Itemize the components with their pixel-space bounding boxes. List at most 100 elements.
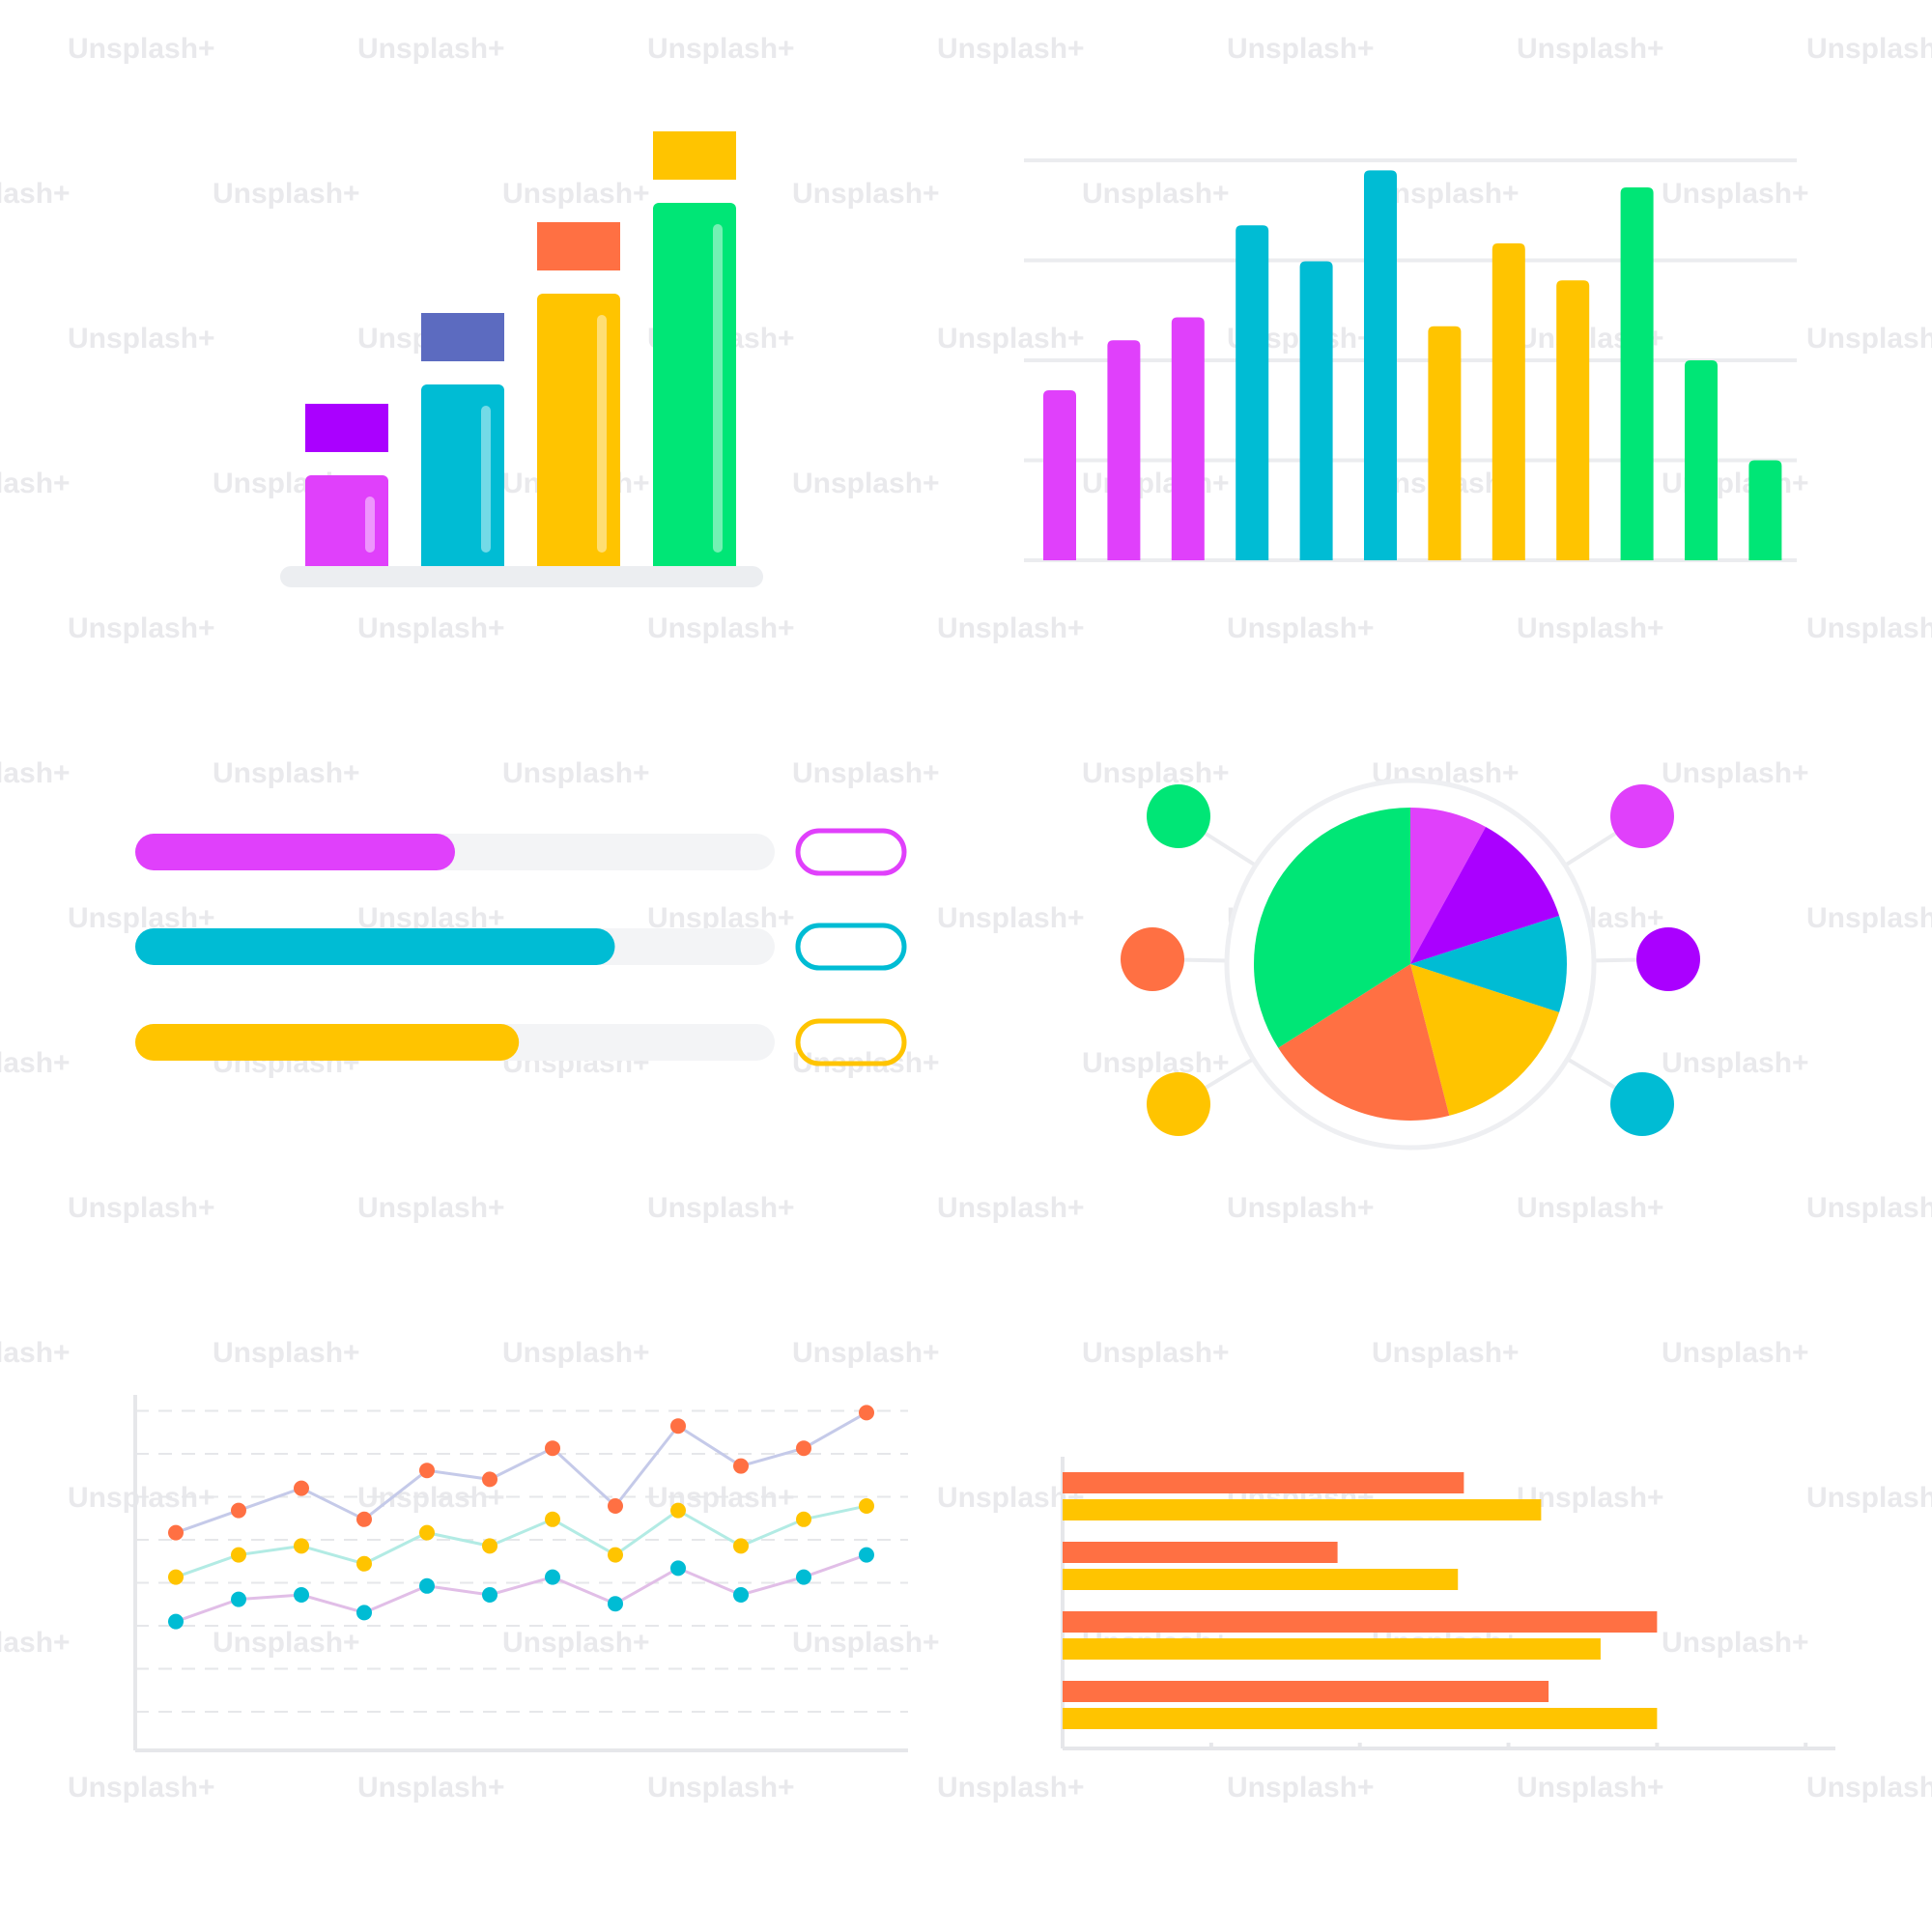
- watermark-text: Unsplash+: [357, 1482, 505, 1514]
- progress-badge: [795, 1018, 907, 1066]
- watermark-layer: Unsplash+ Unsplash+ Unsplash+ Unsplash+ Unsp…: [0, 33, 1932, 1804]
- data-point: [859, 1405, 874, 1421]
- data-point: [608, 1547, 623, 1563]
- watermark-text: Unsplash+: [213, 1627, 360, 1659]
- data-point: [545, 1440, 560, 1457]
- watermark-text: Unsplash+: [213, 757, 360, 789]
- data-point: [482, 1538, 497, 1554]
- data-point: [733, 1587, 749, 1603]
- watermark-text: Unsplash+: [792, 1337, 940, 1369]
- bar-body: [305, 485, 388, 566]
- watermark-text: Unsplash+: [792, 757, 940, 789]
- data-point: [733, 1458, 749, 1474]
- watermark-text: Unsplash+: [1662, 757, 1809, 789]
- watermark-text: Unsplash+: [1662, 1627, 1809, 1659]
- bar-highlight: [713, 224, 723, 553]
- watermark-text: Unsplash+: [0, 468, 71, 499]
- bar-highlight: [365, 497, 375, 553]
- watermark-text: Unsplash+: [357, 33, 505, 65]
- hbar: [1063, 1611, 1658, 1633]
- watermark-text: Unsplash+: [68, 1192, 215, 1224]
- pie-slice: [1278, 964, 1450, 1122]
- watermark-text: Unsplash+: [502, 1337, 650, 1369]
- data-point: [733, 1538, 749, 1554]
- pie-node: [1121, 927, 1184, 991]
- data-point: [294, 1587, 309, 1603]
- watermark-text: Unsplash+: [1806, 1192, 1932, 1224]
- column-bar: [1685, 360, 1718, 560]
- series-line: [175, 1553, 867, 1624]
- column-bar: [1556, 280, 1590, 560]
- pie-node: [1147, 784, 1210, 848]
- hbar: [1063, 1638, 1601, 1660]
- watermark-text: Unsplash+: [1806, 1772, 1932, 1804]
- column-bar: [1748, 460, 1782, 560]
- data-point: [356, 1605, 372, 1621]
- bar-highlight: [481, 406, 491, 553]
- data-point: [231, 1502, 246, 1519]
- watermark-text: Unsplash+: [0, 757, 71, 789]
- data-point: [796, 1569, 811, 1585]
- data-point: [670, 1502, 686, 1519]
- data-point: [419, 1577, 435, 1594]
- watermark-text: Unsplash+: [1806, 323, 1932, 355]
- watermark-text: Unsplash+: [1517, 1482, 1664, 1514]
- data-point: [482, 1471, 497, 1488]
- stepped-bar-chart: [280, 131, 763, 587]
- watermark-text: Unsplash+: [937, 323, 1085, 355]
- progress-badge: [795, 923, 907, 971]
- hbar: [1063, 1542, 1338, 1563]
- watermark-text: Unsplash+: [68, 1772, 215, 1804]
- data-point: [545, 1569, 560, 1585]
- watermark-text: Unsplash+: [357, 612, 505, 644]
- data-point: [294, 1538, 309, 1554]
- watermark-text: Unsplash+: [1082, 1047, 1230, 1079]
- watermark-text: Unsplash+: [0, 1627, 71, 1659]
- data-point: [670, 1418, 686, 1435]
- data-point: [168, 1613, 184, 1630]
- data-point: [294, 1480, 309, 1496]
- series-line: [175, 1504, 867, 1579]
- pie-slice: [1410, 827, 1560, 964]
- column-bar-chart: [1024, 158, 1797, 562]
- progress-fill: [135, 1024, 520, 1061]
- bar-cap: [653, 131, 736, 180]
- hbar: [1063, 1569, 1459, 1590]
- watermark-text: Unsplash+: [1227, 1772, 1375, 1804]
- watermark-text: Unsplash+: [937, 612, 1085, 644]
- watermark-text: Unsplash+: [1806, 612, 1932, 644]
- progress-fill: [135, 928, 615, 965]
- hbar: [1063, 1681, 1549, 1702]
- watermark-text: Unsplash+: [1517, 33, 1664, 65]
- watermark-text: Unsplash+: [1662, 468, 1809, 499]
- watermark-text: Unsplash+: [937, 1772, 1085, 1804]
- watermark-text: Unsplash+: [357, 1192, 505, 1224]
- hbar: [1063, 1708, 1658, 1729]
- watermark-text: Unsplash+: [1806, 33, 1932, 65]
- data-point: [168, 1524, 184, 1541]
- watermark-text: Unsplash+: [1662, 1047, 1809, 1079]
- bar-cap: [537, 222, 620, 270]
- pie-node: [1610, 1072, 1674, 1136]
- data-point: [859, 1547, 874, 1563]
- watermark-text: Unsplash+: [937, 1482, 1085, 1514]
- pie-node: [1147, 1072, 1210, 1136]
- watermark-text: Unsplash+: [213, 1337, 360, 1369]
- data-point: [545, 1511, 560, 1527]
- watermark-text: Unsplash+: [792, 178, 940, 210]
- watermark-text: Unsplash+: [1517, 612, 1664, 644]
- column-bar: [1620, 186, 1654, 560]
- hbar: [1063, 1499, 1542, 1520]
- watermark-text: Unsplash+: [1372, 1337, 1520, 1369]
- watermark-text: Unsplash+: [647, 1772, 795, 1804]
- bar-cap: [305, 404, 388, 452]
- watermark-text: Unsplash+: [1806, 902, 1932, 934]
- watermark-text: Unsplash+: [0, 1337, 71, 1369]
- watermark-text: Unsplash+: [647, 1192, 795, 1224]
- watermark-text: Unsplash+: [792, 468, 940, 499]
- watermark-text: Unsplash+: [357, 1772, 505, 1804]
- watermark-text: Unsplash+: [0, 1047, 71, 1079]
- watermark-text: Unsplash+: [1662, 178, 1809, 210]
- pie-node: [1610, 784, 1674, 848]
